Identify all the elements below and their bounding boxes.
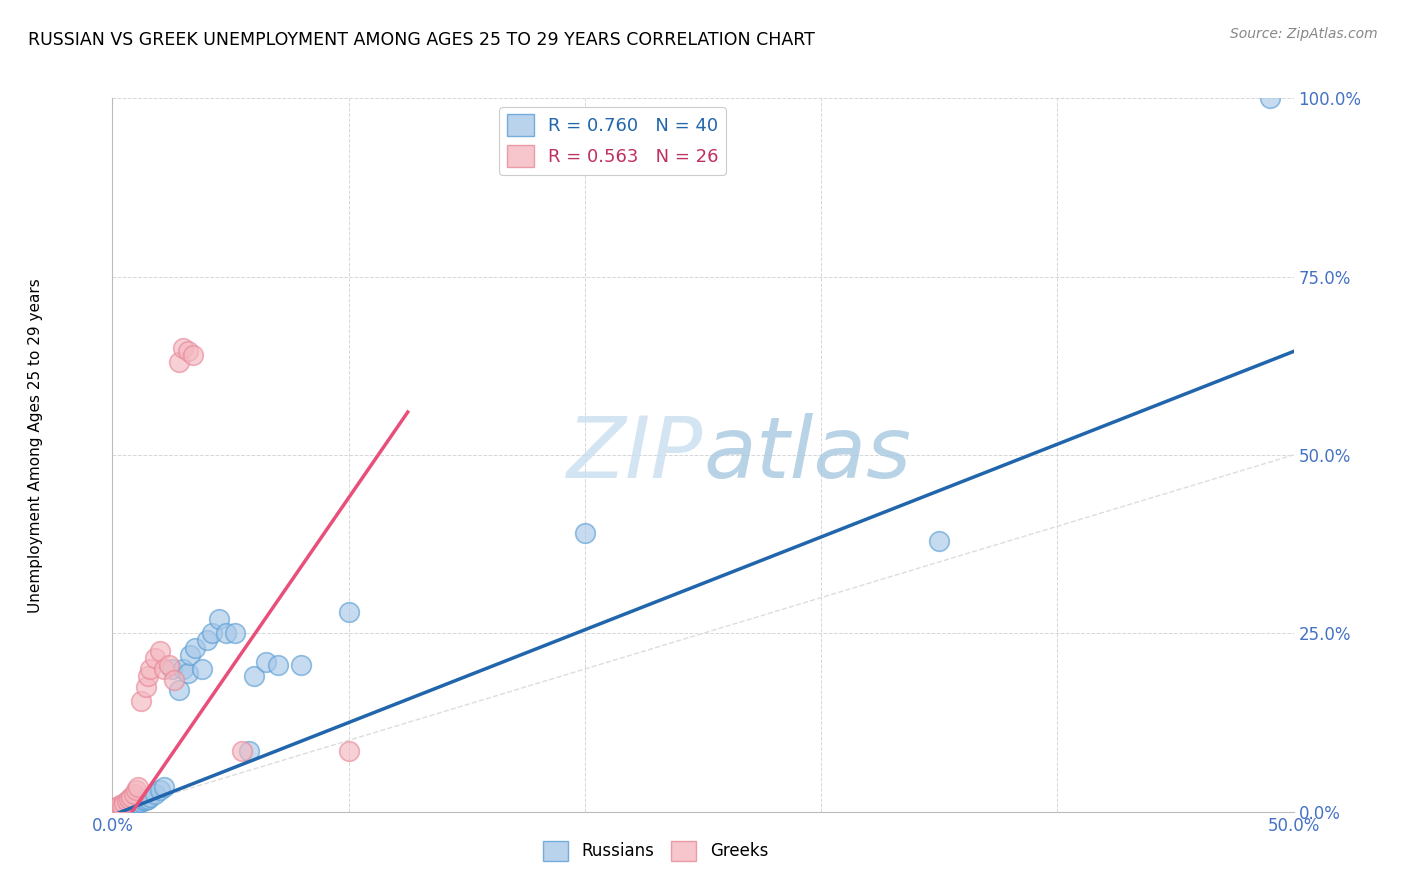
Point xyxy=(120,799,142,814)
Point xyxy=(231,744,253,758)
Point xyxy=(201,626,224,640)
Point xyxy=(254,655,277,669)
Point xyxy=(153,780,176,794)
Point xyxy=(243,669,266,683)
Point xyxy=(181,348,204,362)
Point xyxy=(143,787,166,801)
Point xyxy=(111,799,134,814)
Point xyxy=(127,780,149,794)
Point xyxy=(118,799,141,814)
Point xyxy=(337,605,360,619)
Point xyxy=(135,680,157,694)
Point xyxy=(177,344,200,359)
Point xyxy=(195,633,218,648)
Point xyxy=(105,801,128,815)
Point xyxy=(115,799,138,814)
Point xyxy=(267,658,290,673)
Point xyxy=(111,799,134,814)
Point xyxy=(108,800,131,814)
Point xyxy=(179,648,201,662)
Point xyxy=(136,792,159,806)
Legend: Russians, Greeks: Russians, Greeks xyxy=(537,834,775,868)
Point xyxy=(208,612,231,626)
Point xyxy=(122,797,145,812)
Point xyxy=(104,801,127,815)
Point xyxy=(574,526,596,541)
Point xyxy=(177,665,200,680)
Point xyxy=(105,799,128,814)
Point xyxy=(127,796,149,810)
Point xyxy=(143,651,166,665)
Point xyxy=(1258,91,1281,105)
Point xyxy=(108,797,131,812)
Point xyxy=(172,341,194,355)
Point xyxy=(191,662,214,676)
Text: atlas: atlas xyxy=(703,413,911,497)
Point xyxy=(135,793,157,807)
Point xyxy=(149,783,172,797)
Point xyxy=(115,794,138,808)
Point xyxy=(139,662,162,676)
Point xyxy=(112,799,135,814)
Point xyxy=(215,626,238,640)
Point xyxy=(120,790,142,805)
Point xyxy=(122,787,145,801)
Point xyxy=(184,640,207,655)
Point xyxy=(139,790,162,805)
Point xyxy=(167,355,190,369)
Point xyxy=(160,662,183,676)
Point xyxy=(129,694,152,708)
Point xyxy=(125,783,148,797)
Text: RUSSIAN VS GREEK UNEMPLOYMENT AMONG AGES 25 TO 29 YEARS CORRELATION CHART: RUSSIAN VS GREEK UNEMPLOYMENT AMONG AGES… xyxy=(28,31,815,49)
Point xyxy=(167,683,190,698)
Point xyxy=(125,796,148,810)
Point xyxy=(928,533,950,548)
Point xyxy=(118,792,141,806)
Point xyxy=(290,658,312,673)
Text: ZIP: ZIP xyxy=(567,413,703,497)
Point xyxy=(149,644,172,658)
Point xyxy=(238,744,260,758)
Point xyxy=(136,669,159,683)
Point xyxy=(224,626,246,640)
Text: Unemployment Among Ages 25 to 29 years: Unemployment Among Ages 25 to 29 years xyxy=(28,278,42,614)
Text: Source: ZipAtlas.com: Source: ZipAtlas.com xyxy=(1230,27,1378,41)
Point xyxy=(112,796,135,810)
Point xyxy=(172,662,194,676)
Point xyxy=(104,801,127,815)
Point xyxy=(157,658,180,673)
Point xyxy=(129,795,152,809)
Point xyxy=(163,673,186,687)
Point xyxy=(337,744,360,758)
Point xyxy=(153,662,176,676)
Point xyxy=(132,793,155,807)
